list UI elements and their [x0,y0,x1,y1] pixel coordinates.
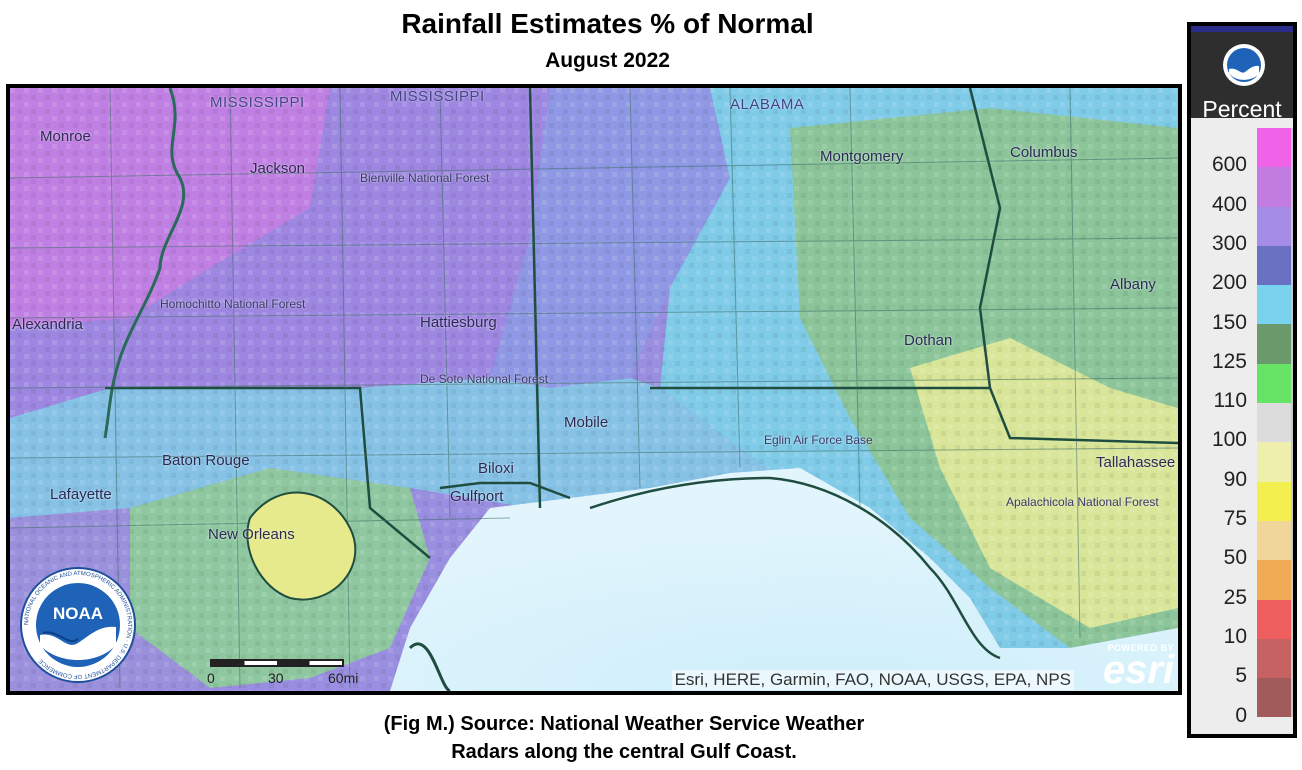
legend-swatch [1257,403,1293,443]
legend-swatch [1257,599,1293,640]
legend-label: 75 [1223,507,1247,530]
label-monroe: Monroe [40,128,91,145]
legend-swatch [1257,206,1293,247]
legend-color-ramp [1257,128,1293,718]
rainfall-map[interactable]: MISSISSIPPI MISSISSIPPI ALABAMA Monroe J… [6,84,1182,695]
map-attribution[interactable]: Esri, HERE, Garmin, FAO, NOAA, USGS, EPA… [671,670,1074,690]
legend-label: 50 [1223,546,1247,570]
mississippi-river [103,88,186,439]
scale-mid: 30 [268,670,284,686]
scale-bar-graphic [210,659,344,667]
label-homochitto: Homochitto National Forest [160,297,306,311]
legend-label: 400 [1211,192,1247,216]
caption-line-1: (Fig M.) Source: National Weather Servic… [383,713,865,735]
legend-swatch [1257,442,1293,482]
label-dothan: Dothan [904,332,953,349]
legend-swatch [1257,560,1293,600]
legend-label: 5 [1235,664,1247,688]
gulf-of-mexico [390,468,1178,691]
scale-bar: 0 30 60mi [207,659,358,686]
map-subtitle: August 2022 [545,49,670,72]
label-alabama: ALABAMA [730,96,805,113]
legend-swatch [1257,167,1293,207]
label-biloxi: Biloxi [478,460,514,477]
legend-unit: Percent [1202,96,1282,122]
gulf-coastline [589,476,1001,660]
map-canvas [10,88,1178,691]
esri-logo[interactable]: POWERED BY esri [1082,643,1174,692]
legend-label: 110 [1213,389,1247,413]
noaa-logo: NOAA NATIONAL OCEANIC AND ATMOSPHERIC AD… [18,565,138,685]
label-columbus: Columbus [1010,144,1078,161]
label-montgomery: Montgomery [820,148,904,165]
label-mobile: Mobile [564,414,609,431]
legend-swatch [1257,638,1293,679]
label-bienville: Bienville National Forest [360,172,489,185]
map-title: Rainfall Estimates % of Normal [401,8,814,39]
caption-line-2: Radars along the central Gulf Coast. [451,741,797,763]
legend-swatch [1257,520,1293,561]
legend-swatch [1257,481,1293,522]
scale-zero: 0 [207,670,215,686]
legend-swatch [1257,324,1293,365]
state-line-al-ga [968,88,1002,389]
noaa-logo-icon: NOAA NATIONAL OCEANIC AND ATMOSPHERIC AD… [20,567,136,683]
legend-swatch [1257,128,1293,168]
label-mississippi: MISSISSIPPI [210,94,305,111]
state-line-ms-al [528,88,542,509]
legend-label: 90 [1223,467,1247,491]
legend-swatch [1257,285,1293,325]
label-albany: Albany [1110,276,1156,293]
noaa-logo-icon [1223,44,1265,86]
legend-label: 125 [1211,349,1247,373]
label-desoto: De Soto National Forest [420,372,549,386]
legend-label: 200 [1211,271,1247,295]
scale-end: 60mi [328,670,359,686]
state-line-al-fl [650,386,1178,445]
label-alexandria: Alexandria [12,316,83,333]
label-jackson: Jackson [250,160,306,177]
legend-label: 600 [1211,153,1247,177]
legend-swatch [1257,245,1293,286]
label-gulfport: Gulfport [450,488,504,505]
esri-powered-by: POWERED BY [1107,643,1174,653]
legend-label: 25 [1223,585,1247,609]
state-line-la-ms [105,386,431,559]
legend-label: 300 [1211,231,1247,255]
label-lafayette: Lafayette [50,486,112,503]
label-mississippi-2: MISSISSIPPI [390,88,485,105]
lake-pontchartrain-area [246,491,357,601]
legend-swatch [1257,678,1293,718]
label-eglin: Eglin Air Force Base [764,433,873,447]
legend-swatch [1257,363,1293,404]
noaa-logo-text: NOAA [53,604,103,623]
esri-wordmark: esri [1102,648,1174,692]
legend-header: Percent [1191,26,1293,122]
legend-label: 0 [1235,703,1247,727]
legend-panel: Percent 600 400 300 200 150 125 110 100 90 75 50 25… [1187,22,1297,738]
label-baton-rouge: Baton Rouge [162,452,250,469]
label-tallahassee: Tallahassee [1096,454,1176,471]
figure-caption: (Fig M.) Source: National Weather Servic… [0,710,1248,766]
legend-label: 100 [1211,428,1247,452]
label-new-orleans: New Orleans [208,526,295,543]
label-hattiesburg: Hattiesburg [420,314,497,331]
legend-label: 150 [1211,310,1247,334]
legend-label: 10 [1223,624,1247,648]
label-apalachicola: Apalachicola National Forest [1006,495,1159,509]
